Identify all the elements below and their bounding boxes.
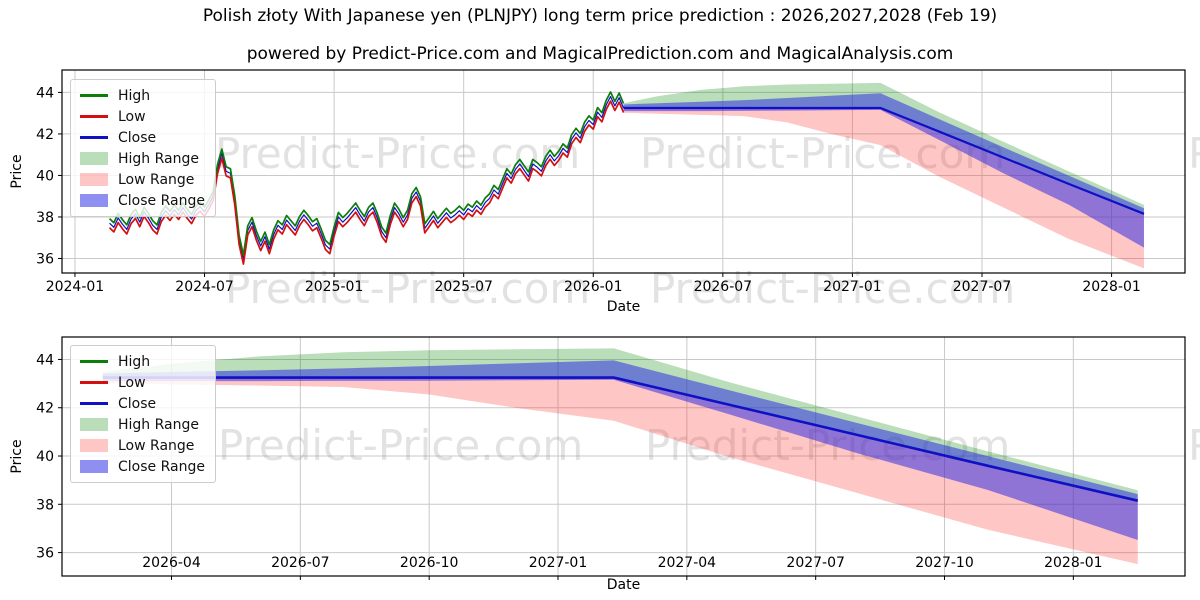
legend-label: Low Range bbox=[118, 171, 195, 188]
legend-item-high: High bbox=[80, 85, 205, 106]
watermark-text: Predict-Price.com bbox=[650, 264, 1015, 313]
legend-label: High Range bbox=[118, 416, 199, 433]
legend-label: High bbox=[118, 353, 151, 370]
legend-patch-swatch bbox=[80, 152, 108, 165]
y-tick-label: 44 bbox=[36, 352, 54, 368]
legend-item-high: High bbox=[80, 351, 205, 372]
close-line-prediction bbox=[623, 106, 1145, 215]
legend-label: Low Range bbox=[118, 437, 195, 454]
legend-item-high-range: High Range bbox=[80, 414, 205, 435]
y-tick-label: 36 bbox=[36, 546, 54, 562]
legend-label: High bbox=[118, 87, 151, 104]
legend-label: Low bbox=[118, 108, 146, 125]
x-tick-label: 2026-04 bbox=[142, 555, 201, 571]
legend-label: Close bbox=[118, 129, 157, 146]
x-tick-label: 2026-10 bbox=[400, 555, 459, 571]
x-tick-label: 2027-01 bbox=[529, 555, 588, 571]
x-axis-label: Date bbox=[607, 577, 640, 593]
x-tick-label: 2025-01 bbox=[305, 279, 364, 295]
chart-subtitle: powered by Predict-Price.com and Magical… bbox=[246, 44, 954, 64]
y-tick-label: 36 bbox=[36, 251, 54, 267]
legend-label: Low bbox=[118, 374, 146, 391]
legend-line-swatch bbox=[80, 360, 108, 363]
legend-label: Close Range bbox=[118, 192, 205, 209]
x-tick-label: 2027-10 bbox=[915, 555, 974, 571]
axes-ticks: 2026-04 2026-07 2026-10 2027-01 2027-04 2027-… bbox=[36, 352, 1103, 580]
legend-item-low-range: Low Range bbox=[80, 169, 205, 190]
legend-item-low: Low bbox=[80, 372, 205, 393]
bottom-chart-legend: High Low Close High Range Low Range Close Ran… bbox=[70, 345, 216, 483]
legend-item-high-range: High Range bbox=[80, 148, 205, 169]
x-tick-label: 2025-07 bbox=[434, 279, 493, 295]
legend-label: High Range bbox=[118, 150, 199, 167]
legend-line-swatch bbox=[80, 136, 108, 139]
legend-item-close-range: Close Range bbox=[80, 456, 205, 477]
legend-item-low: Low bbox=[80, 106, 205, 127]
close-line-prediction bbox=[102, 376, 1139, 502]
y-axis-label: Price bbox=[9, 439, 25, 473]
legend-patch-swatch bbox=[80, 418, 108, 431]
x-tick-label: 2027-01 bbox=[823, 279, 882, 295]
y-tick-label: 38 bbox=[36, 497, 54, 513]
grid bbox=[62, 337, 1185, 576]
legend-line-swatch bbox=[80, 402, 108, 405]
x-axis-label: Date bbox=[607, 299, 640, 315]
legend-item-close: Close bbox=[80, 393, 205, 414]
axes-ticks: 2024-01 2024-07 2025-01 2025-07 2026-01 2026-… bbox=[36, 85, 1141, 295]
x-tick-label: 2028-01 bbox=[1044, 555, 1103, 571]
watermark-text: Predict-Price.com bbox=[1188, 129, 1200, 178]
y-tick-label: 42 bbox=[36, 127, 54, 143]
grid bbox=[62, 70, 1185, 273]
chart-title: Polish złoty With Japanese yen (PLNJPY) … bbox=[202, 6, 998, 26]
legend-line-swatch bbox=[80, 115, 108, 118]
legend-patch-swatch bbox=[80, 173, 108, 186]
legend-patch-swatch bbox=[80, 194, 108, 207]
x-tick-label: 2024-07 bbox=[175, 279, 234, 295]
y-tick-label: 42 bbox=[36, 401, 54, 417]
x-tick-label: 2027-07 bbox=[786, 555, 845, 571]
x-tick-label: 2027-07 bbox=[953, 279, 1012, 295]
watermark-text: Predict-Price.com bbox=[1188, 421, 1200, 470]
x-tick-label: 2026-07 bbox=[271, 555, 330, 571]
legend-item-low-range: Low Range bbox=[80, 435, 205, 456]
y-tick-label: 40 bbox=[36, 168, 54, 184]
watermark-text: Predict-Price.com bbox=[225, 264, 590, 313]
x-tick-label: 2027-04 bbox=[658, 555, 717, 571]
legend-label: Close bbox=[118, 395, 157, 412]
y-tick-label: 40 bbox=[36, 449, 54, 465]
y-tick-label: 38 bbox=[36, 210, 54, 226]
y-tick-label: 44 bbox=[36, 85, 54, 101]
plot-border bbox=[61, 69, 1186, 274]
watermark-text: Predict-Price.com bbox=[215, 129, 580, 178]
legend-label: Close Range bbox=[118, 458, 205, 475]
watermark-text: Predict-Price.com bbox=[218, 421, 583, 470]
legend-line-swatch bbox=[80, 94, 108, 97]
legend-item-close-range: Close Range bbox=[80, 190, 205, 211]
legend-patch-swatch bbox=[80, 460, 108, 473]
legend-item-close: Close bbox=[80, 127, 205, 148]
legend-line-swatch bbox=[80, 381, 108, 384]
chart-group: Predict-Price.com Predict-Price.com Predic… bbox=[9, 69, 1200, 315]
top-chart-legend: High Low Close High Range Low Range Close Ran… bbox=[70, 79, 216, 217]
legend-patch-swatch bbox=[80, 439, 108, 452]
x-tick-label: 2026-07 bbox=[694, 279, 753, 295]
x-tick-label: 2028-01 bbox=[1082, 279, 1141, 295]
x-tick-label: 2026-01 bbox=[564, 279, 623, 295]
x-tick-label: 2024-01 bbox=[46, 279, 105, 295]
y-axis-label: Price bbox=[9, 154, 25, 188]
